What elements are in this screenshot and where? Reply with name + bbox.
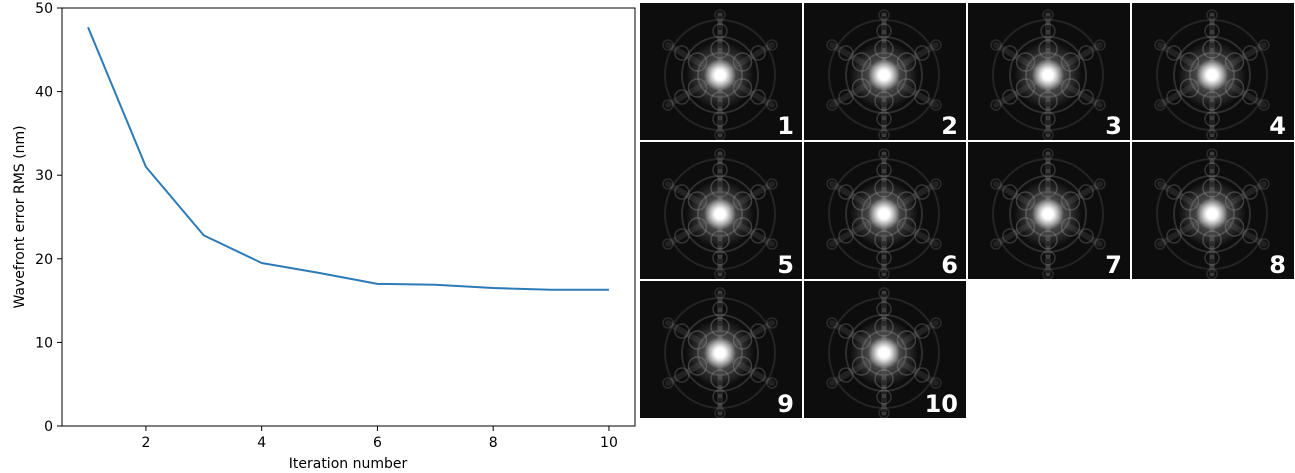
psf-image bbox=[804, 3, 966, 140]
psf-image bbox=[804, 142, 966, 279]
frame-label: 1 bbox=[777, 112, 794, 140]
psf-image-gallery: 1 2 3 4 5 6 7 8 9 10 bbox=[640, 3, 1295, 428]
x-tick-label: 2 bbox=[141, 435, 150, 451]
psf-frame-3: 3 bbox=[968, 3, 1130, 140]
y-tick-label: 20 bbox=[35, 252, 53, 268]
psf-frame-5: 5 bbox=[640, 142, 802, 279]
x-tick-label: 4 bbox=[257, 435, 266, 451]
psf-frame-1: 1 bbox=[640, 3, 802, 140]
series-layer bbox=[87, 26, 609, 291]
psf-frame-4: 4 bbox=[1132, 3, 1294, 140]
frame-label: 7 bbox=[1105, 251, 1122, 279]
y-tick-label: 40 bbox=[35, 85, 53, 101]
series-line bbox=[87, 26, 609, 291]
psf-image bbox=[640, 281, 802, 418]
frame-label: 10 bbox=[924, 390, 958, 418]
frame-label: 4 bbox=[1269, 112, 1286, 140]
plot-frame bbox=[61, 7, 636, 427]
psf-image bbox=[1132, 3, 1294, 140]
psf-frame-10: 10 bbox=[804, 281, 966, 418]
psf-image bbox=[1132, 142, 1294, 279]
psf-frame-6: 6 bbox=[804, 142, 966, 279]
psf-frame-7: 7 bbox=[968, 142, 1130, 279]
psf-image bbox=[640, 142, 802, 279]
psf-image bbox=[640, 3, 802, 140]
x-tick-label: 10 bbox=[600, 435, 618, 451]
psf-image bbox=[968, 142, 1130, 279]
x-tick-label: 6 bbox=[373, 435, 382, 451]
psf-image bbox=[804, 281, 966, 418]
frame-label: 2 bbox=[941, 112, 958, 140]
x-axis-ticks: 2 4 6 8 10 bbox=[141, 426, 618, 451]
y-tick-label: 30 bbox=[35, 168, 53, 184]
psf-frame-8: 8 bbox=[1132, 142, 1294, 279]
y-axis-ticks: 0 10 20 30 40 50 bbox=[35, 1, 62, 435]
frame-label: 9 bbox=[777, 390, 794, 418]
psf-frame-2: 2 bbox=[804, 3, 966, 140]
psf-frame-9: 9 bbox=[640, 281, 802, 418]
y-tick-label: 50 bbox=[35, 1, 53, 17]
line-chart: 0 10 20 30 40 50 2 4 6 8 10 Iteration number Wave… bbox=[12, 1, 636, 472]
frame-label: 8 bbox=[1269, 251, 1286, 279]
frame-label: 6 bbox=[941, 251, 958, 279]
y-axis-label: Wavefront error RMS (nm) bbox=[12, 125, 28, 308]
y-tick-label: 10 bbox=[35, 335, 53, 351]
x-axis-label: Iteration number bbox=[289, 456, 408, 472]
y-tick-label: 0 bbox=[44, 419, 53, 435]
frame-label: 5 bbox=[777, 251, 794, 279]
psf-image bbox=[968, 3, 1130, 140]
frame-label: 3 bbox=[1105, 112, 1122, 140]
x-tick-label: 8 bbox=[489, 435, 498, 451]
